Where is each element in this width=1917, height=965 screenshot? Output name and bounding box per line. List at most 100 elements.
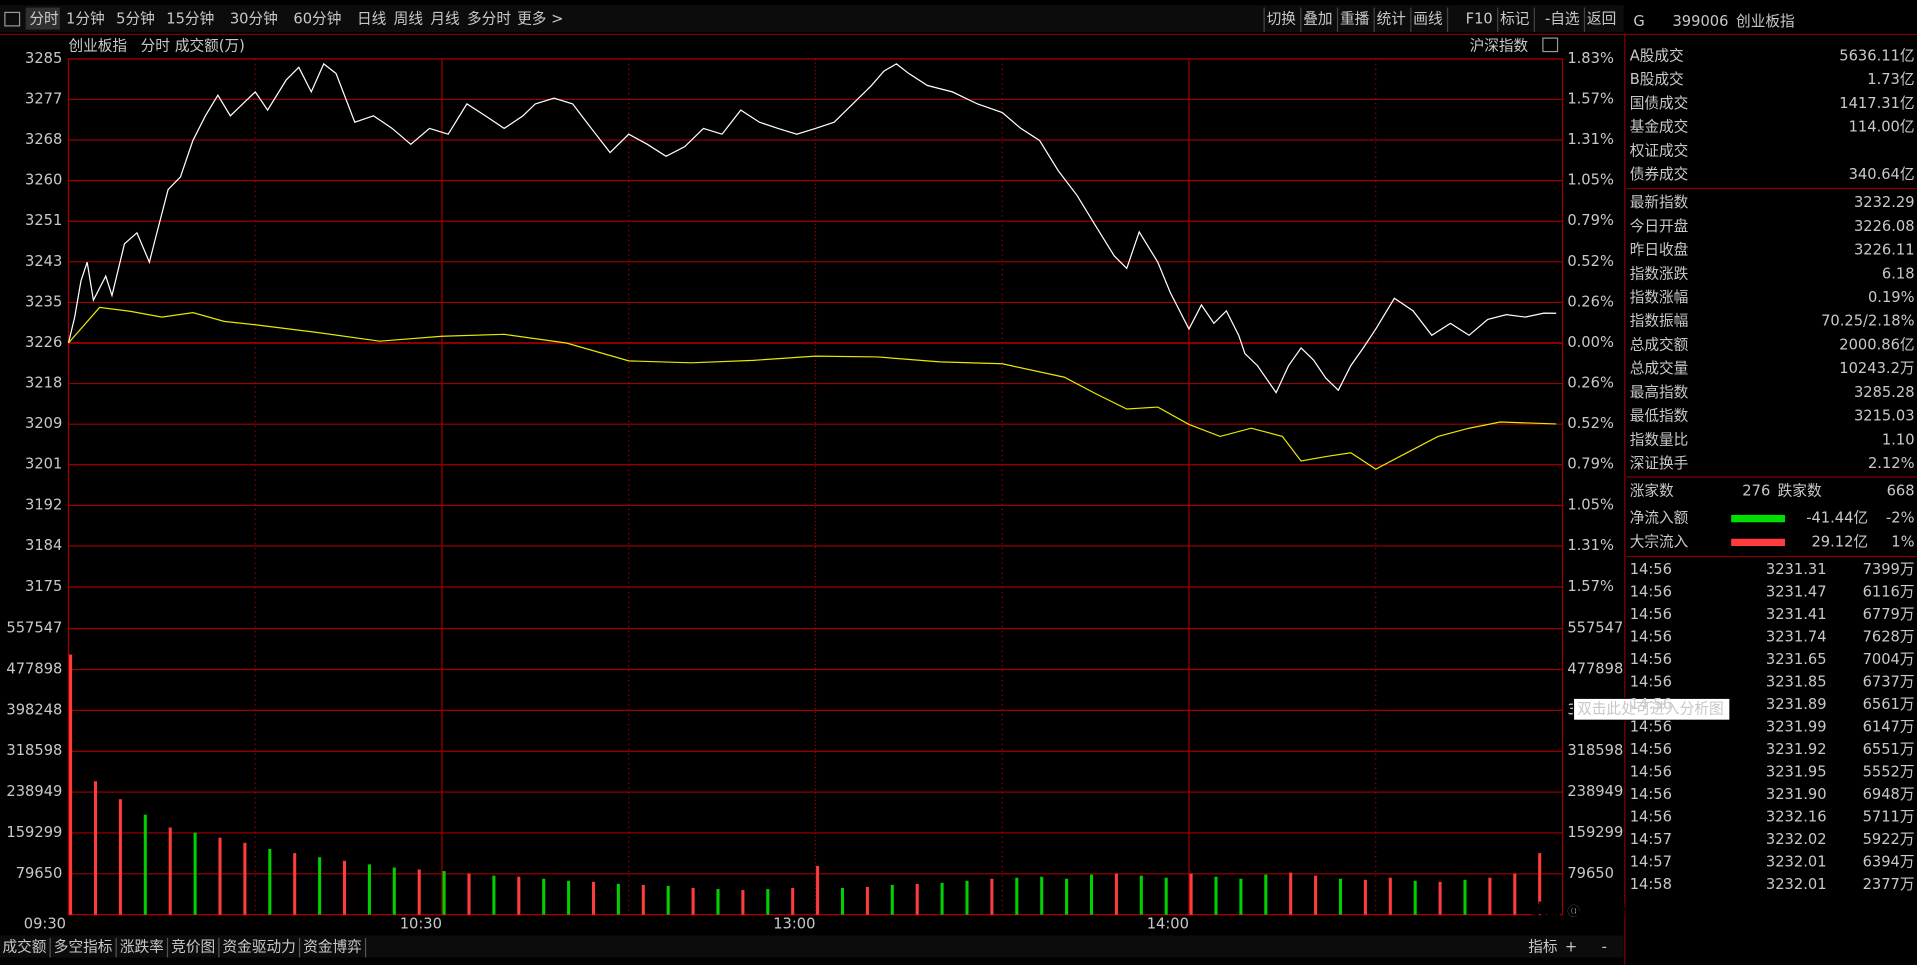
- menu-icon[interactable]: [4, 11, 21, 27]
- volume-bar: [492, 875, 496, 915]
- y-tick-label: 398248: [6, 701, 62, 718]
- toolbar-button[interactable]: 重播: [1340, 11, 1370, 28]
- trade-time: 14:58: [1630, 876, 1672, 893]
- y2-tick-label: 1.05%: [1567, 172, 1614, 189]
- y-tick-label: 238949: [1567, 783, 1623, 800]
- y-tick-label: 3235: [25, 293, 62, 310]
- volume-bar: [1513, 873, 1517, 915]
- trade-time: 14:56: [1630, 808, 1672, 825]
- volume-bar: [467, 873, 471, 915]
- trade-volume: 6948万: [1863, 786, 1915, 803]
- volume-bar: [1314, 875, 1318, 915]
- volume-bar: [741, 890, 745, 915]
- trade-volume: 7004万: [1863, 651, 1915, 668]
- trade-price: 3232.02: [1766, 831, 1827, 848]
- trade-volume: 6394万: [1863, 853, 1915, 870]
- toolbar-button[interactable]: 分时: [29, 11, 59, 28]
- y2-tick-label: 0.52%: [1567, 253, 1614, 270]
- trade-time: 14:56: [1630, 786, 1672, 803]
- toolbar-button[interactable]: 标记: [1500, 11, 1530, 28]
- stat-label: 昨日收盘: [1630, 241, 1689, 259]
- toolbar-button[interactable]: 叠加: [1303, 11, 1332, 28]
- toolbar-button[interactable]: 统计: [1377, 11, 1407, 28]
- y-tick-label: 3209: [25, 415, 62, 432]
- stat-value: 6.18: [1882, 265, 1915, 282]
- trade-price: 3231.74: [1766, 628, 1827, 645]
- stat-value: 10243.2万: [1839, 360, 1914, 377]
- volume-bar: [1413, 880, 1417, 915]
- stat-label: 最低指数: [1630, 408, 1689, 425]
- y-tick-label: 159299: [6, 824, 62, 841]
- toolbar-button[interactable]: 30分钟: [230, 11, 278, 28]
- volume-bar: [915, 883, 919, 915]
- toolbar-button[interactable]: 15分钟: [166, 11, 214, 28]
- tab-bar: [0, 935, 1624, 958]
- toolbar-button[interactable]: 月线: [430, 11, 460, 28]
- volume-bar: [1388, 877, 1392, 915]
- toolbar-button[interactable]: 更多 >: [517, 11, 563, 28]
- trade-time: 14:56: [1630, 583, 1672, 600]
- stat-label: 指数涨跌: [1630, 265, 1689, 282]
- trade-time: 14:57: [1630, 853, 1672, 870]
- overlay: 沪深指数: [1470, 38, 1529, 55]
- stat-label: 今日开盘: [1630, 217, 1689, 235]
- tab-control[interactable]: -: [1602, 939, 1607, 956]
- price-line: [67, 62, 1557, 394]
- trade-time: 14:56: [1630, 673, 1672, 690]
- tab[interactable]: 资金驱动力: [223, 939, 296, 956]
- tab[interactable]: 资金博弈: [303, 939, 362, 956]
- toolbar-button[interactable]: F10: [1466, 11, 1493, 28]
- trade-time: 14:56: [1630, 696, 1672, 713]
- flow-bar: [1731, 538, 1785, 547]
- trade-time: 14:56: [1630, 628, 1672, 645]
- flow-bar: [1731, 514, 1785, 523]
- tab[interactable]: 涨跌率: [120, 939, 164, 956]
- tab[interactable]: 多空指标: [54, 939, 113, 956]
- toolbar-button[interactable]: 多分时: [467, 11, 511, 28]
- toolbar-button[interactable]: -自选: [1545, 11, 1580, 28]
- trade-volume: 5552万: [1863, 763, 1915, 780]
- toolbar-button[interactable]: 周线: [394, 11, 424, 28]
- tab[interactable]: 竞价图: [171, 938, 215, 956]
- stat-label: 最高指数: [1630, 384, 1689, 401]
- tab-control[interactable]: 指标: [1528, 939, 1558, 956]
- tooltip: 双击此处可进入分析图: [1577, 700, 1724, 717]
- volume-bar: [1264, 874, 1268, 915]
- y-tick-label: 238949: [6, 783, 62, 800]
- trade-price: 3232.01: [1766, 853, 1827, 870]
- stat-value: 114.00亿: [1849, 119, 1915, 136]
- watermark: 头条 @溯源归一: [1532, 901, 1640, 919]
- volume-bar: [118, 799, 122, 915]
- tab-control[interactable]: +: [1565, 939, 1577, 956]
- stat-value: 3215.03: [1854, 408, 1915, 425]
- flow-pct: 1%: [1891, 533, 1914, 550]
- stat-value: 70.25/2.18%: [1821, 313, 1915, 330]
- volume-bar: [591, 881, 596, 915]
- volume-bar: [342, 860, 347, 915]
- volume-bar: [517, 876, 521, 915]
- toolbar-button[interactable]: 画线: [1413, 11, 1443, 28]
- volume-bar: [1438, 881, 1442, 915]
- trade-price: 3231.89: [1766, 696, 1827, 713]
- toolbar-button[interactable]: 返回: [1587, 11, 1616, 28]
- y-tick-label: 3184: [25, 537, 62, 554]
- toolbar-button[interactable]: 切换: [1267, 11, 1297, 28]
- y-tick-label: 3268: [25, 131, 62, 148]
- volume-bar: [69, 654, 73, 915]
- toolbar-button[interactable]: 1分钟: [66, 11, 105, 28]
- y2-tick-label: 1.05%: [1567, 496, 1614, 513]
- toolbar-button[interactable]: 日线: [357, 11, 387, 28]
- stat-label: 债券成交: [1630, 165, 1689, 183]
- overlay-icon[interactable]: [1542, 37, 1559, 53]
- tab[interactable]: 成交额: [2, 938, 46, 956]
- volume-bar: [1289, 872, 1293, 915]
- x-tick-label: 13:00: [773, 915, 815, 932]
- toolbar-button[interactable]: 5分钟: [116, 11, 155, 28]
- volume-bar: [816, 865, 820, 915]
- toolbar-button[interactable]: 60分钟: [293, 11, 341, 28]
- volume-bar: [1114, 873, 1118, 915]
- toolbar: [0, 5, 1624, 32]
- y-tick-label: 3218: [25, 375, 62, 392]
- volume-bar: [791, 887, 795, 915]
